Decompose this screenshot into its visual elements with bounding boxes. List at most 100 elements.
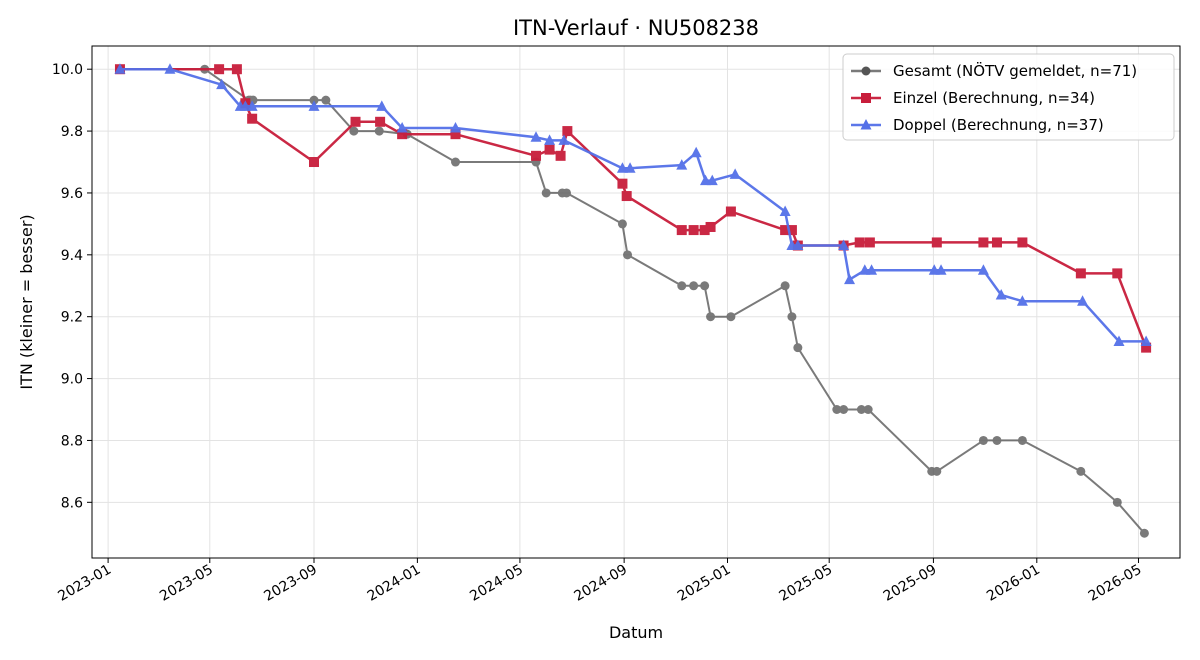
series-3 xyxy=(114,63,1152,346)
data-point xyxy=(558,134,570,145)
data-point xyxy=(231,64,242,75)
data-point xyxy=(350,116,361,127)
data-point xyxy=(780,281,790,291)
legend-label: Doppel (Berechnung, n=37) xyxy=(893,116,1104,134)
y-tick-label: 8.6 xyxy=(61,495,83,511)
data-point xyxy=(935,264,947,275)
data-point xyxy=(844,273,856,285)
data-point xyxy=(246,100,258,111)
data-point xyxy=(397,129,408,140)
data-point xyxy=(705,221,716,232)
data-point xyxy=(856,405,866,415)
data-point xyxy=(792,239,804,251)
data-point xyxy=(617,178,628,189)
data-point xyxy=(1017,435,1027,445)
data-point xyxy=(706,312,716,322)
data-point xyxy=(1140,335,1152,346)
data-point xyxy=(677,281,687,291)
plot-frame xyxy=(91,45,1181,559)
legend-marker xyxy=(860,119,872,130)
legend-entry: Einzel (Berechnung, n=34) xyxy=(851,89,1095,107)
data-point xyxy=(541,188,551,198)
data-point xyxy=(374,126,384,136)
data-point xyxy=(1017,237,1028,248)
data-point xyxy=(248,95,258,105)
series-layer xyxy=(114,63,1152,538)
data-point xyxy=(1075,268,1086,279)
data-point xyxy=(838,239,850,251)
data-point xyxy=(832,405,842,415)
data-point xyxy=(247,113,258,124)
data-point xyxy=(689,281,699,291)
legend-label: Gesamt (NÖTV gemeldet, n=71) xyxy=(893,61,1137,80)
data-point xyxy=(308,100,320,111)
data-point xyxy=(1139,528,1149,538)
y-axis-label: ITN (kleiner = besser) xyxy=(17,214,36,389)
data-point xyxy=(1141,342,1152,353)
y-tick-label: 9.8 xyxy=(61,124,83,140)
data-point xyxy=(375,116,386,127)
data-point xyxy=(866,264,878,275)
legend-entry: Doppel (Berechnung, n=37) xyxy=(851,116,1104,134)
data-point xyxy=(451,157,461,167)
data-point xyxy=(793,343,803,353)
y-tick-label: 9.2 xyxy=(61,310,83,326)
legend-marker xyxy=(861,66,871,76)
data-point xyxy=(699,225,710,236)
data-point xyxy=(864,237,875,248)
data-point xyxy=(992,435,1002,445)
legend-entry: Gesamt (NÖTV gemeldet, n=71) xyxy=(851,61,1137,80)
data-point xyxy=(450,129,461,140)
data-point xyxy=(700,281,710,291)
data-point xyxy=(1077,295,1089,306)
data-point xyxy=(531,150,542,161)
y-tick-label: 9.4 xyxy=(61,248,83,264)
data-point xyxy=(309,157,320,168)
data-point xyxy=(624,162,636,173)
data-point xyxy=(530,131,542,142)
data-point xyxy=(349,126,359,136)
data-point xyxy=(450,121,462,133)
data-point xyxy=(623,250,633,260)
legend: Gesamt (NÖTV gemeldet, n=71) Einzel (Bere… xyxy=(842,53,1175,141)
y-tick-label: 8.8 xyxy=(61,433,83,449)
data-point xyxy=(729,168,741,179)
data-point xyxy=(725,206,736,217)
data-point xyxy=(780,225,791,236)
data-point xyxy=(562,126,573,137)
data-point xyxy=(726,312,736,322)
data-point xyxy=(114,63,126,74)
data-point xyxy=(216,78,228,90)
data-point xyxy=(690,146,702,158)
data-point xyxy=(676,159,688,170)
data-point xyxy=(931,237,942,248)
x-axis-label: Datum xyxy=(609,623,663,642)
data-point xyxy=(706,174,718,186)
data-point xyxy=(616,162,628,173)
data-point xyxy=(779,205,791,217)
data-point xyxy=(164,63,176,74)
data-point xyxy=(1112,497,1122,507)
series-line xyxy=(120,67,1148,349)
y-tick-label: 9.0 xyxy=(61,372,83,388)
legend-marker xyxy=(861,93,871,103)
data-point xyxy=(562,188,572,198)
legend-label: Einzel (Berechnung, n=34) xyxy=(893,89,1095,107)
data-point xyxy=(786,225,797,236)
data-point xyxy=(1016,295,1028,306)
data-point xyxy=(376,100,388,111)
data-point xyxy=(1076,466,1086,476)
data-point xyxy=(676,225,687,236)
data-point xyxy=(787,312,797,322)
data-point xyxy=(1113,335,1125,346)
data-point xyxy=(978,435,988,445)
legend-box xyxy=(842,53,1175,141)
data-point xyxy=(396,121,408,133)
data-point xyxy=(309,95,319,105)
data-point xyxy=(977,264,989,275)
data-point xyxy=(863,405,873,415)
data-point xyxy=(555,150,566,161)
data-point xyxy=(839,405,849,415)
data-point xyxy=(321,95,331,105)
